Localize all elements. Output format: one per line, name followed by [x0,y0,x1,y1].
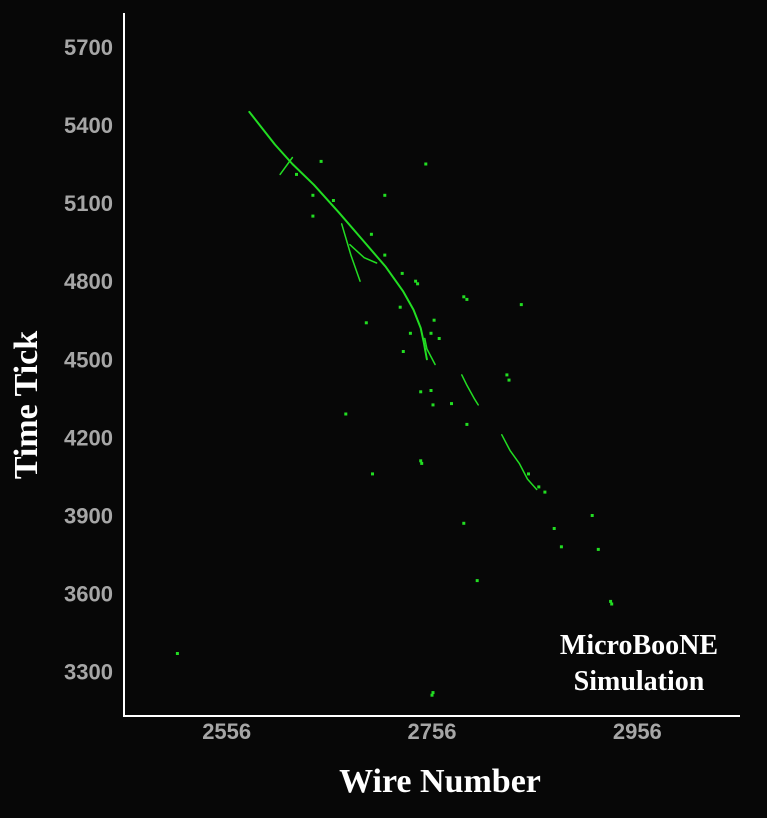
hit-point [431,691,435,695]
hit-point [552,527,556,530]
hit-point [437,337,441,340]
branch-b [340,223,361,282]
hit-point [419,390,423,394]
hit-point [519,303,523,307]
y-tick-label: 3900 [64,504,113,529]
hit-point [424,162,428,166]
hit-point [609,599,613,603]
microboone-label: MicroBooNE [560,630,718,661]
hit-point [465,297,469,301]
hit-point [383,253,387,257]
hit-point [331,199,335,202]
simulation-label: Simulation [574,666,705,697]
tracks-layer [248,110,538,491]
x-tick-labels: 2556 2756 2956 [202,719,662,744]
y-tick-label: 5100 [64,191,113,216]
y-tick-label: 5700 [64,35,113,60]
hit-point [475,579,479,583]
hit-point [432,318,436,322]
x-tick-label: 2756 [408,719,457,744]
y-axis-title: Time Tick [8,331,45,479]
hit-point [429,331,433,335]
hit-point [462,521,466,525]
hit-point [401,350,405,353]
hit-point [344,412,348,416]
hit-point [596,547,600,551]
hit-point [319,159,323,163]
x-axis-title: Wire Number [339,763,541,800]
hit-point [462,295,466,299]
y-tick-label: 5400 [64,113,113,138]
hit-point [408,331,412,335]
hit-point [431,403,435,407]
hit-point [419,459,423,463]
hit-point [610,602,614,606]
hit-point [420,461,424,465]
hit-point [371,472,374,476]
hit-point [543,490,547,494]
hit-point [364,321,368,325]
hit-point [559,545,563,549]
y-tick-label: 4500 [64,347,113,372]
primary-track [248,110,428,361]
hit-point [383,193,387,197]
hit-point [527,472,530,476]
hit-point [175,652,179,655]
hit-point [398,305,402,309]
y-tick-label: 4800 [64,269,113,294]
hit-point [414,279,418,283]
hit-point [429,389,433,392]
hit-point [590,514,594,517]
hit-point [416,282,420,286]
y-tick-label: 3600 [64,582,113,607]
y-tick-labels: 3300 3600 3900 4200 4500 4800 5100 5400 5700 [64,35,113,685]
hit-point [465,422,469,426]
hit-point [311,214,315,218]
hit-point [505,373,509,377]
hit-point [450,402,453,406]
tertiary-track [501,434,538,491]
hit-point [400,271,404,275]
hit-point [311,193,315,197]
x-tick-label: 2556 [202,719,251,744]
branch-a [279,156,294,176]
branch-d [424,337,436,366]
branch-c [349,243,378,264]
x-tick-label: 2956 [613,719,662,744]
hit-point [295,172,298,176]
hit-point [537,485,541,489]
y-tick-label: 3300 [64,660,113,685]
hit-point [430,693,434,697]
secondary-track [461,374,479,406]
hit-point [507,378,511,382]
hits-layer [175,159,614,697]
hit-point [369,232,373,236]
y-tick-label: 4200 [64,425,113,450]
